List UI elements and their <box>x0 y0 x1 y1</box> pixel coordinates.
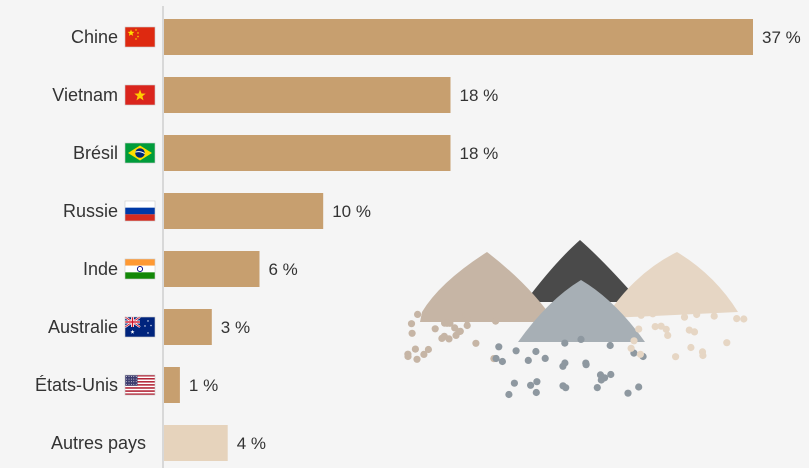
bar-etats-unis <box>164 367 180 403</box>
value-label-russie: 10 % <box>332 202 371 221</box>
value-label-australie: 3 % <box>221 318 250 337</box>
dark-sand-pile <box>525 240 640 302</box>
value-label-vietnam: 18 % <box>460 86 499 105</box>
australia-flag-icon <box>124 316 156 338</box>
bar-bresil <box>164 135 451 171</box>
value-label-bresil: 18 % <box>460 144 499 163</box>
cream-sand-pile <box>610 252 738 318</box>
category-label-australie: Australie <box>48 317 118 337</box>
value-label-autres-pays: 4 % <box>237 434 266 453</box>
vietnam-flag-icon <box>124 84 156 106</box>
bar-vietnam <box>164 77 451 113</box>
category-label-bresil: Brésil <box>73 143 118 163</box>
usa-flag-icon <box>124 374 156 396</box>
bars-layer <box>164 19 753 461</box>
grey-sand-pile <box>518 280 645 342</box>
bar-autres-pays <box>164 425 228 461</box>
bar-inde <box>164 251 260 287</box>
labels-layer: 37 % Chine 18 % Vietnam 18 % Brésil 10 % Russie… <box>35 27 801 453</box>
category-label-chine: Chine <box>71 27 118 47</box>
value-label-inde: 6 % <box>269 260 298 279</box>
russia-flag-icon <box>124 200 156 222</box>
brazil-flag-icon <box>124 142 156 164</box>
category-label-inde: Inde <box>83 259 118 279</box>
category-label-vietnam: Vietnam <box>52 85 118 105</box>
sand-piles-illustration <box>404 240 748 399</box>
beige-sand-pile <box>420 252 555 322</box>
bar-chine <box>164 19 753 55</box>
bar-australie <box>164 309 212 345</box>
india-flag-icon <box>124 258 156 280</box>
china-flag-icon <box>124 26 156 48</box>
category-label-autres-pays: Autres pays <box>51 433 146 453</box>
value-label-etats-unis: 1 % <box>189 376 218 395</box>
value-label-chine: 37 % <box>762 28 801 47</box>
category-label-etats-unis: États-Unis <box>35 375 118 395</box>
flags-layer <box>124 26 156 396</box>
category-label-russie: Russie <box>63 201 118 221</box>
bar-russie <box>164 193 324 229</box>
